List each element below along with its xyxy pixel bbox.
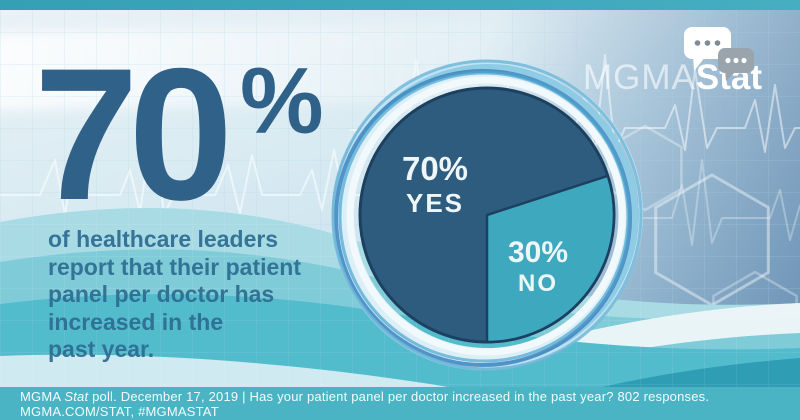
description-line: past year. [48, 336, 155, 362]
pie-chart [358, 86, 616, 344]
description-line: increased in the [48, 308, 224, 335]
headline-percentage: 70 % [34, 40, 324, 228]
pie-yes-category: YES [405, 188, 465, 218]
headline-number: 70 [34, 29, 233, 239]
footer-text: MGMA Stat poll. December 17, 2019 | Has … [20, 389, 800, 419]
description-line: of healthcare leaders [48, 226, 279, 252]
headline-percent-sign: % [240, 48, 324, 153]
pie-no-value: 30% [507, 236, 569, 269]
pie-slice-no [485, 174, 616, 344]
top-accent-bar [0, 0, 800, 10]
description-line: report that their patient [48, 253, 302, 280]
footer-brand: MGMA [20, 388, 65, 404]
chat-bubble-small-icon [718, 48, 754, 81]
chat-bubble-large-icon [684, 27, 731, 71]
description-line: panel per doctor has [48, 281, 275, 307]
chat-bubbles-icon [684, 27, 754, 81]
pie-yes-value: 70% [401, 150, 469, 187]
pie-label-yes: 70% YES [370, 150, 500, 219]
footer-brand-italic: Stat [64, 388, 89, 404]
pie-no-category: NO [518, 270, 558, 297]
pie-ring-decoration [331, 59, 643, 371]
pie-label-no: 30% NO [478, 236, 598, 298]
footer-caption-bar: MGMA Stat poll. December 17, 2019 | Has … [0, 387, 800, 420]
description-text: of healthcare leaders report that their … [48, 226, 301, 364]
footer-details: poll. December 17, 2019 | Has your patie… [20, 388, 710, 419]
logo-brand-text: MGMA [582, 58, 696, 97]
